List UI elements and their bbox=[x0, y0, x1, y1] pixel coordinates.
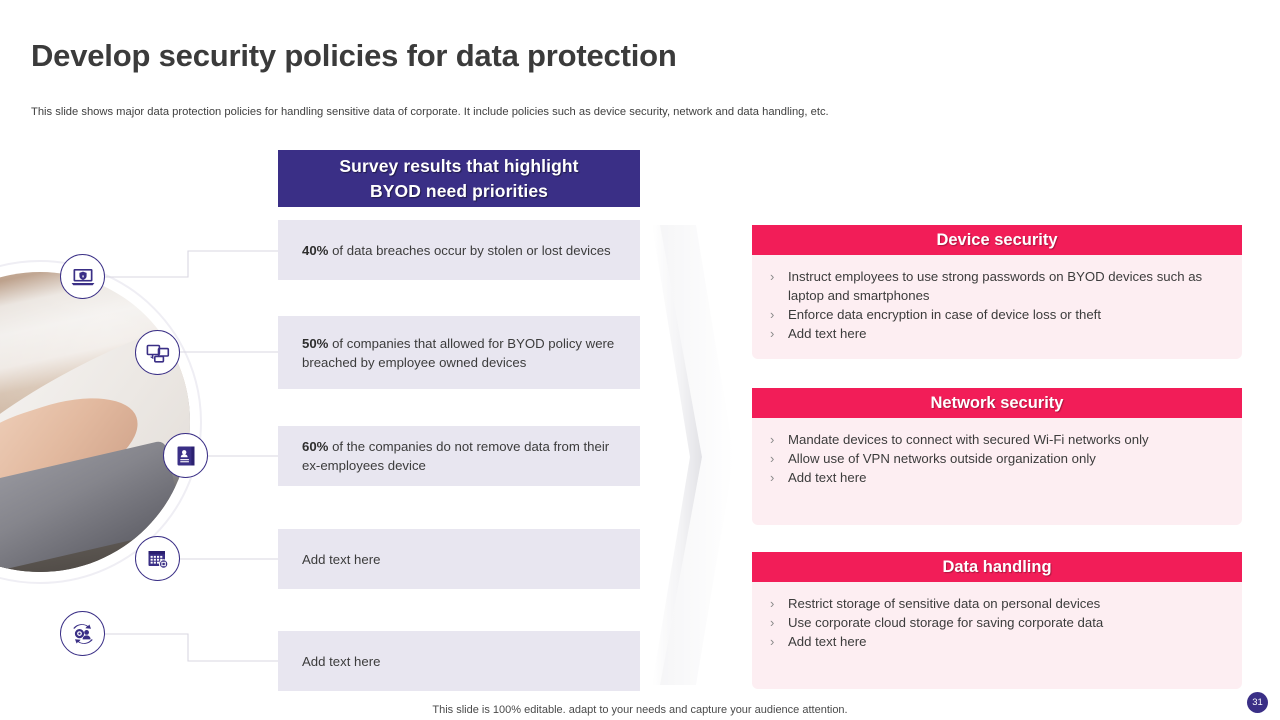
bullet-text: Enforce data encryption in case of devic… bbox=[788, 307, 1102, 322]
chevron-bullet-icon: › bbox=[770, 596, 775, 611]
survey-stat-1: 40% bbox=[302, 242, 329, 258]
photo-image bbox=[0, 272, 190, 572]
panel-data-handling: Data handling › Restrict storage of sensi… bbox=[752, 552, 1242, 689]
panel-title-device-security: Device security bbox=[752, 225, 1242, 255]
survey-item-4[interactable]: Add text here bbox=[278, 529, 640, 589]
chevron-bullet-icon: › bbox=[770, 307, 775, 322]
survey-text-3: of the companies do not remove data from… bbox=[302, 439, 610, 473]
survey-text-4: Add text here bbox=[302, 551, 381, 567]
bullet-item: › Restrict storage of sensitive data on p… bbox=[768, 594, 1226, 613]
panel-body-device-security: › Instruct employees to use strong passwo… bbox=[752, 255, 1242, 359]
bullet-text: Instruct employees to use strong passwor… bbox=[788, 269, 1203, 303]
survey-heading: Survey results that highlight BYOD need … bbox=[278, 150, 640, 207]
bullet-text: Mandate devices to connect with secured … bbox=[788, 432, 1149, 447]
chevron-bullet-icon: › bbox=[770, 326, 775, 341]
chevron-bullet-icon: › bbox=[770, 432, 775, 447]
decorative-photo bbox=[0, 272, 190, 572]
survey-item-1[interactable]: 40% of data breaches occur by stolen or … bbox=[278, 220, 640, 280]
chevron-bullet-icon: › bbox=[770, 451, 775, 466]
chevron-bullet-icon: › bbox=[770, 615, 775, 630]
bullet-text: Restrict storage of sensitive data on pe… bbox=[788, 596, 1101, 611]
gear-person-icon[interactable] bbox=[60, 611, 105, 656]
chevron-arrow bbox=[652, 225, 734, 685]
page-title: Develop security policies for data prote… bbox=[31, 38, 677, 73]
page-number-badge: 31 bbox=[1247, 692, 1268, 713]
survey-item-5[interactable]: Add text here bbox=[278, 631, 640, 691]
calendar-icon[interactable] bbox=[135, 536, 180, 581]
bullet-item: › Add text here bbox=[768, 632, 1226, 651]
survey-heading-line1: Survey results that highlight bbox=[339, 155, 579, 176]
panel-title-network-security: Network security bbox=[752, 388, 1242, 418]
panel-body-network-security: › Mandate devices to connect with secured… bbox=[752, 418, 1242, 525]
bullet-item: › Instruct employees to use strong passwo… bbox=[768, 267, 1226, 305]
bullet-item: › Use corporate cloud storage for saving … bbox=[768, 613, 1226, 632]
bullet-text: Allow use of VPN networks outside organi… bbox=[788, 451, 1096, 466]
survey-stat-2: 50% bbox=[302, 335, 329, 351]
document-person-icon[interactable] bbox=[163, 433, 208, 478]
panel-device-security: Device security › Instruct employees to u… bbox=[752, 225, 1242, 359]
survey-text-5: Add text here bbox=[302, 653, 381, 669]
chevron-bullet-icon: › bbox=[770, 269, 775, 284]
survey-item-3[interactable]: 60% of the companies do not remove data … bbox=[278, 426, 640, 486]
screens-icon[interactable] bbox=[135, 330, 180, 375]
survey-stat-3: 60% bbox=[302, 439, 329, 454]
panel-title-data-handling: Data handling bbox=[752, 552, 1242, 582]
bullet-text: Add text here bbox=[788, 326, 867, 341]
footer-note: This slide is 100% editable. adapt to yo… bbox=[432, 704, 848, 716]
bullet-item: › Add text here bbox=[768, 468, 1226, 487]
panel-body-data-handling: › Restrict storage of sensitive data on p… bbox=[752, 582, 1242, 689]
bullet-item: › Mandate devices to connect with secured… bbox=[768, 430, 1226, 449]
bullet-text: Add text here bbox=[788, 634, 867, 649]
bullet-text: Add text here bbox=[788, 470, 867, 485]
survey-text-2: of companies that allowed for BYOD polic… bbox=[302, 335, 615, 370]
chevron-bullet-icon: › bbox=[770, 634, 775, 649]
bullet-item: › Enforce data encryption in case of devi… bbox=[768, 305, 1226, 324]
laptop-shield-icon[interactable] bbox=[60, 254, 105, 299]
survey-text-1: of data breaches occur by stolen or lost… bbox=[328, 242, 611, 258]
survey-heading-line2: BYOD need priorities bbox=[369, 180, 548, 201]
survey-item-2[interactable]: 50% of companies that allowed for BYOD p… bbox=[278, 316, 640, 389]
chevron-bullet-icon: › bbox=[770, 470, 775, 485]
bullet-item: › Allow use of VPN networks outside organ… bbox=[768, 449, 1226, 468]
bullet-text: Use corporate cloud storage for saving c… bbox=[788, 615, 1104, 630]
panel-network-security: Network security › Mandate devices to con… bbox=[752, 388, 1242, 525]
bullet-item: › Add text here bbox=[768, 324, 1226, 343]
page-subtitle: This slide shows major data protection p… bbox=[31, 106, 829, 118]
